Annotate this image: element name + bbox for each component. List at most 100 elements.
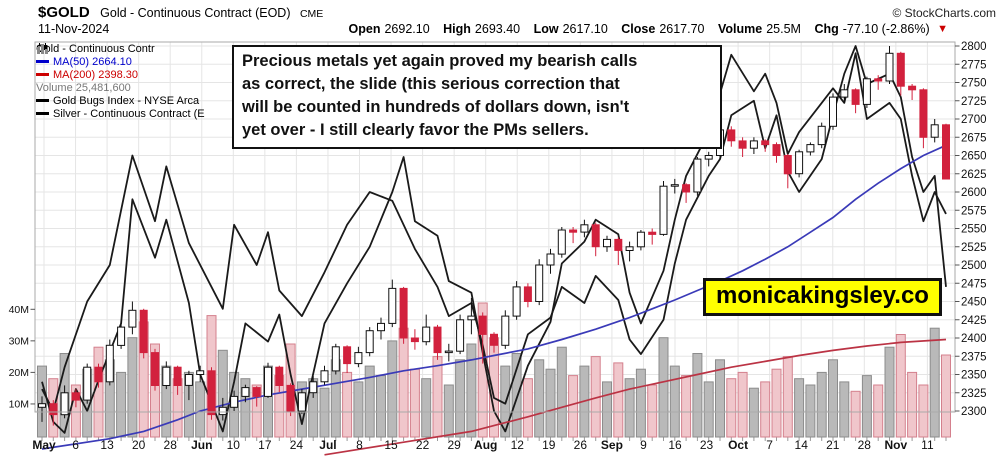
svg-text:2400: 2400 <box>961 333 987 345</box>
svg-text:2500: 2500 <box>961 260 987 272</box>
svg-text:30M: 30M <box>9 335 29 347</box>
line-swatch <box>36 59 49 63</box>
svg-text:12: 12 <box>511 438 525 452</box>
annotation-line: yet over - I still clearly favor the PMs… <box>242 121 589 139</box>
svg-text:22: 22 <box>416 438 430 452</box>
svg-text:10M: 10M <box>9 398 29 410</box>
svg-text:Jun: Jun <box>191 438 212 452</box>
svg-text:28: 28 <box>164 438 178 452</box>
svg-text:2475: 2475 <box>961 278 987 290</box>
svg-text:Oct: Oct <box>728 438 748 452</box>
close-label: Close <box>621 22 656 36</box>
low-label: Low <box>533 22 559 36</box>
svg-text:7: 7 <box>766 438 773 452</box>
quote-row: 11-Nov-2024 Open 2692.10 High 2693.40 Low 2… <box>38 22 996 38</box>
svg-text:2750: 2750 <box>961 78 987 90</box>
svg-text:29: 29 <box>447 438 461 452</box>
change-down-arrow-icon: ▼ <box>937 23 948 35</box>
svg-text:2300: 2300 <box>961 406 987 418</box>
svg-text:21: 21 <box>826 438 840 452</box>
svg-text:2700: 2700 <box>961 114 987 126</box>
legend-label: MA(50) 2664.10 <box>53 56 132 68</box>
legend-item-gold: Gold - Continuous Contr <box>36 43 205 56</box>
svg-text:2325: 2325 <box>961 388 987 400</box>
svg-text:2425: 2425 <box>961 315 987 327</box>
svg-text:13: 13 <box>100 438 114 452</box>
annotation-line: as correct, the slide (this serious corr… <box>242 75 620 93</box>
chg-value: -77.10 (-2.86%) <box>842 22 930 36</box>
legend-item-silver: Silver - Continuous Contract (E <box>36 108 205 121</box>
svg-text:2625: 2625 <box>961 169 987 181</box>
annotation-line: will be counted in hundreds of dollars d… <box>242 98 630 116</box>
svg-text:2575: 2575 <box>961 205 987 217</box>
low-value: 2617.10 <box>562 22 608 36</box>
symbol-label: $GOLD <box>38 4 90 21</box>
svg-text:2600: 2600 <box>961 187 987 199</box>
legend-item-ma50: MA(50) 2664.10 <box>36 56 205 69</box>
chart-legend: Gold - Continuous Contr MA(50) 2664.10 M… <box>36 43 205 121</box>
svg-text:26: 26 <box>574 438 588 452</box>
legend-label: Silver - Continuous Contract (E <box>53 108 205 120</box>
volume-label: Volume <box>717 22 763 36</box>
chg-label: Chg <box>814 22 839 36</box>
legend-item-volume: Volume 25,481,600 <box>36 44 205 95</box>
svg-text:2800: 2800 <box>961 41 987 53</box>
svg-text:2375: 2375 <box>961 351 987 363</box>
line-swatch <box>36 72 49 76</box>
page-title: Gold - Continuous Contract (EOD) <box>100 6 291 20</box>
svg-text:Sep: Sep <box>601 438 623 452</box>
svg-text:11: 11 <box>921 438 934 452</box>
svg-text:20M: 20M <box>9 367 29 379</box>
svg-text:23: 23 <box>700 438 714 452</box>
open-label: Open <box>348 22 381 36</box>
svg-text:2350: 2350 <box>961 370 987 382</box>
legend-item-ma200: MA(200) 2398.30 <box>36 69 205 82</box>
svg-text:9: 9 <box>640 438 647 452</box>
high-value: 2693.40 <box>474 22 521 36</box>
svg-text:40M: 40M <box>9 304 29 316</box>
svg-text:2450: 2450 <box>961 297 987 309</box>
svg-text:15: 15 <box>384 438 398 452</box>
svg-text:24: 24 <box>290 438 304 452</box>
copyright: © StockCharts.com <box>892 6 996 20</box>
exchange-label: CME <box>299 8 324 20</box>
histogram-icon <box>37 44 48 54</box>
volume-value: 25.5M <box>766 22 801 36</box>
svg-text:Nov: Nov <box>885 438 908 452</box>
legend-label: Volume 25,481,600 <box>36 82 131 94</box>
svg-text:Aug: Aug <box>474 438 497 452</box>
svg-text:2675: 2675 <box>961 132 987 144</box>
line-swatch <box>36 98 49 102</box>
legend-label: Gold Bugs Index - NYSE Arca <box>53 95 200 107</box>
svg-text:28: 28 <box>858 438 872 452</box>
annotation-line: Precious metals yet again proved my bear… <box>242 52 638 70</box>
svg-text:2550: 2550 <box>961 224 987 236</box>
line-swatch <box>36 111 49 115</box>
chart-date: 11-Nov-2024 <box>38 22 110 36</box>
svg-text:2650: 2650 <box>961 151 987 163</box>
svg-text:May: May <box>32 438 56 452</box>
high-label: High <box>443 22 471 36</box>
ohlc-quote: Open 2692.10 High 2693.40 Low 2617.10 Close… <box>339 22 948 36</box>
svg-text:16: 16 <box>668 438 682 452</box>
close-value: 2617.70 <box>659 22 705 36</box>
chart-header: $GOLD Gold - Continuous Contract (EOD) C… <box>38 4 998 21</box>
svg-text:6: 6 <box>72 438 79 452</box>
svg-text:8: 8 <box>356 438 363 452</box>
legend-item-gold-bugs: Gold Bugs Index - NYSE Arca <box>36 95 205 108</box>
legend-label: Gold - Continuous Contr <box>36 43 155 55</box>
svg-text:10: 10 <box>227 438 241 452</box>
svg-text:Jul: Jul <box>319 438 336 452</box>
svg-text:19: 19 <box>542 438 556 452</box>
annotation-box: Precious metals yet again proved my bear… <box>232 45 722 149</box>
svg-text:2525: 2525 <box>961 242 987 254</box>
watermark: monicakingsley.co <box>703 278 942 316</box>
svg-text:2725: 2725 <box>961 96 987 108</box>
svg-text:20: 20 <box>132 438 146 452</box>
open-value: 2692.10 <box>384 22 430 36</box>
svg-text:17: 17 <box>258 438 272 452</box>
svg-text:14: 14 <box>795 438 809 452</box>
svg-text:2775: 2775 <box>961 59 987 71</box>
